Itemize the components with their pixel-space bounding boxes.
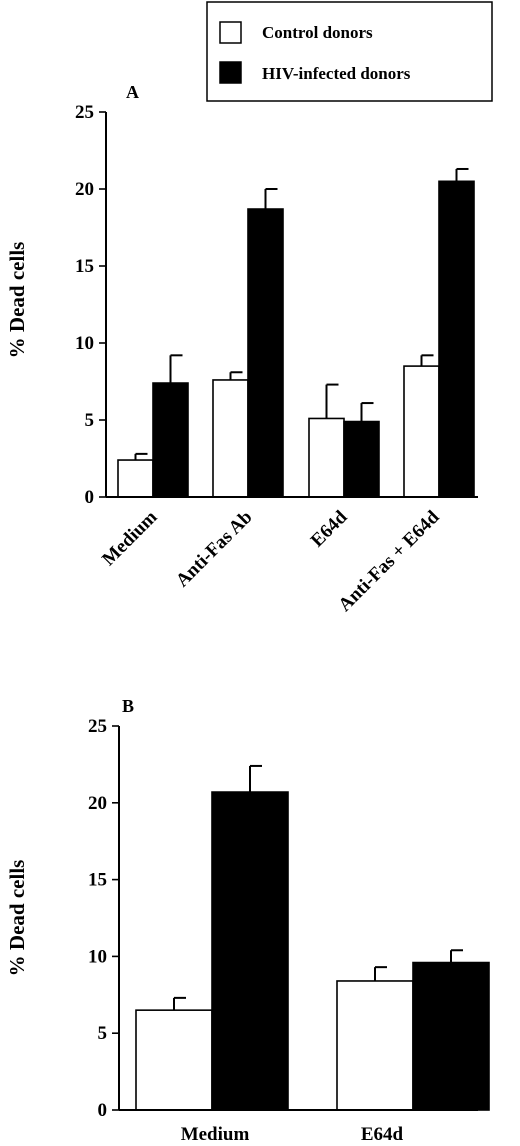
y-tick-label-a: 20 <box>75 179 94 200</box>
panel-label-a: A <box>126 82 139 102</box>
bar-control-a <box>308 417 345 498</box>
y-ticks-a: 0 5 10 15 20 25 <box>75 102 106 508</box>
error-bars-a <box>134 167 469 461</box>
bar-control-b <box>336 980 414 1111</box>
x-category-label-a: Anti-Fas + E64d <box>334 506 443 615</box>
y-axis-label-b: % Dead cells <box>5 860 29 977</box>
y-tick-label-b: 10 <box>88 946 107 967</box>
bar-control-a <box>117 459 154 498</box>
bars-a <box>117 180 475 498</box>
panel-label-b: B <box>122 696 134 716</box>
error-bars-b <box>173 764 463 1011</box>
x-category-label-a: E64d <box>307 506 352 551</box>
bar-hiv-b <box>211 791 289 1111</box>
bar-control-a <box>212 379 249 498</box>
y-ticks-b: 0 5 10 15 20 25 <box>88 716 119 1121</box>
x-category-label-a: Medium <box>98 507 161 570</box>
legend-label-hiv: HIV-infected donors <box>262 64 411 83</box>
bar-hiv-b <box>412 961 490 1111</box>
bar-hiv-a <box>152 382 189 498</box>
bar-hiv-a <box>247 208 284 498</box>
bar-hiv-a <box>343 420 380 498</box>
bars-b <box>135 791 490 1111</box>
legend-box <box>206 1 493 102</box>
y-tick-label-a: 15 <box>75 256 94 277</box>
x-categories-b: Medium E64d <box>181 1124 404 1145</box>
axes-a <box>105 112 478 498</box>
bar-control-b <box>135 1009 213 1111</box>
x-category-label-b: Medium <box>181 1124 250 1145</box>
y-tick-label-b: 20 <box>88 793 107 814</box>
y-tick-label-a: 25 <box>75 102 94 123</box>
y-tick-label-b: 15 <box>88 870 107 891</box>
x-category-label-b: E64d <box>361 1124 404 1145</box>
axes-b <box>118 726 478 1111</box>
legend: Control donors HIV-infected donors <box>206 1 493 102</box>
y-tick-label-a: 5 <box>85 410 95 431</box>
x-category-label-a: Anti-Fas Ab <box>172 507 257 592</box>
legend-swatch-hiv <box>219 61 242 84</box>
chart-panel-b: B % Dead cells 0 5 10 15 20 25 Medium E64d <box>5 696 490 1145</box>
y-tick-label-b: 25 <box>88 716 107 737</box>
y-axis-label-a: % Dead cells <box>5 242 29 359</box>
legend-swatch-control <box>219 21 242 44</box>
y-tick-label-b: 5 <box>98 1023 108 1044</box>
legend-label-control: Control donors <box>262 23 373 42</box>
y-tick-label-a: 10 <box>75 333 94 354</box>
y-tick-label-a: 0 <box>85 487 95 508</box>
bar-control-a <box>403 365 440 498</box>
bar-hiv-a <box>438 180 475 498</box>
y-tick-label-b: 0 <box>98 1100 108 1121</box>
